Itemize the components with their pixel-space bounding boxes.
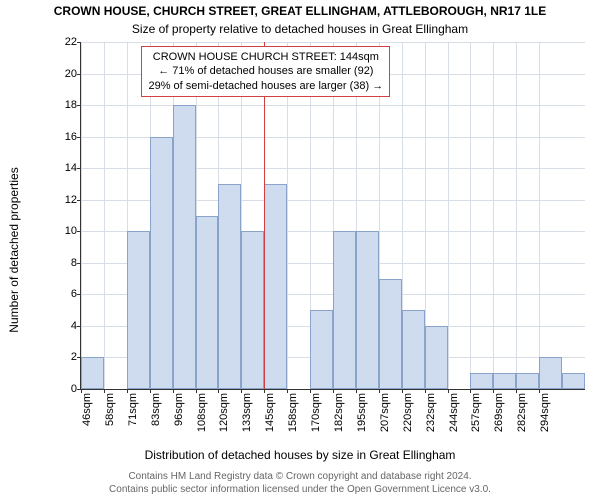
histogram-bar: [264, 184, 287, 389]
histogram-bar: [470, 373, 493, 389]
xtick-label: 282sqm: [516, 389, 528, 432]
gridline-v: [470, 42, 471, 389]
xtick-label: 108sqm: [196, 389, 208, 432]
xtick-label: 83sqm: [150, 389, 162, 426]
footer: Contains HM Land Registry data © Crown c…: [0, 470, 600, 496]
xtick-label: 195sqm: [356, 389, 368, 432]
histogram-bar: [241, 231, 264, 389]
plot-region: 024681012141618202246sqm58sqm71sqm83sqm9…: [80, 42, 585, 390]
title-sub: Size of property relative to detached ho…: [0, 22, 600, 36]
xtick-label: 294sqm: [539, 389, 551, 432]
xtick-label: 96sqm: [173, 389, 185, 426]
gridline-v: [104, 42, 105, 389]
annotation-box: CROWN HOUSE CHURCH STREET: 144sqm← 71% o…: [141, 46, 390, 97]
footer-line-1: Contains HM Land Registry data © Crown c…: [0, 470, 600, 483]
histogram-bar: [127, 231, 150, 389]
gridline-v: [448, 42, 449, 389]
xtick-label: 182sqm: [333, 389, 345, 432]
histogram-bar: [310, 310, 333, 389]
gridline-v: [539, 42, 540, 389]
y-axis-label: Number of detached properties: [7, 167, 21, 332]
xtick-label: 71sqm: [127, 389, 139, 426]
histogram-bar: [173, 105, 196, 389]
histogram-bar: [218, 184, 241, 389]
chart-area: 024681012141618202246sqm58sqm71sqm83sqm9…: [60, 42, 585, 420]
xtick-label: 58sqm: [104, 389, 116, 426]
xtick-label: 269sqm: [493, 389, 505, 432]
xtick-label: 120sqm: [218, 389, 230, 432]
x-axis-label: Distribution of detached houses by size …: [0, 448, 600, 462]
histogram-bar: [493, 373, 516, 389]
xtick-label: 170sqm: [310, 389, 322, 432]
annotation-line: ← 71% of detached houses are smaller (92…: [148, 64, 383, 78]
histogram-bar: [150, 137, 173, 389]
xtick-label: 220sqm: [402, 389, 414, 432]
histogram-bar: [562, 373, 585, 389]
histogram-bar: [379, 279, 402, 389]
footer-line-2: Contains public sector information licen…: [0, 483, 600, 496]
annotation-line: CROWN HOUSE CHURCH STREET: 144sqm: [148, 50, 383, 64]
histogram-bar: [356, 231, 379, 389]
xtick-label: 145sqm: [264, 389, 276, 432]
gridline-v: [493, 42, 494, 389]
histogram-bar: [196, 216, 219, 390]
xtick-label: 232sqm: [425, 389, 437, 432]
xtick-label: 257sqm: [470, 389, 482, 432]
xtick-label: 46sqm: [81, 389, 93, 426]
histogram-bar: [333, 231, 356, 389]
histogram-bar: [402, 310, 425, 389]
gridline-v: [81, 42, 82, 389]
histogram-bar: [516, 373, 539, 389]
annotation-line: 29% of semi-detached houses are larger (…: [148, 79, 383, 93]
histogram-bar: [425, 326, 448, 389]
xtick-label: 244sqm: [448, 389, 460, 432]
chart-container: CROWN HOUSE, CHURCH STREET, GREAT ELLING…: [0, 0, 600, 500]
xtick-label: 207sqm: [379, 389, 391, 432]
histogram-bar: [539, 357, 562, 389]
histogram-bar: [81, 357, 104, 389]
xtick-label: 158sqm: [287, 389, 299, 432]
title-main: CROWN HOUSE, CHURCH STREET, GREAT ELLING…: [0, 4, 600, 18]
xtick-label: 133sqm: [241, 389, 253, 432]
gridline-v: [516, 42, 517, 389]
